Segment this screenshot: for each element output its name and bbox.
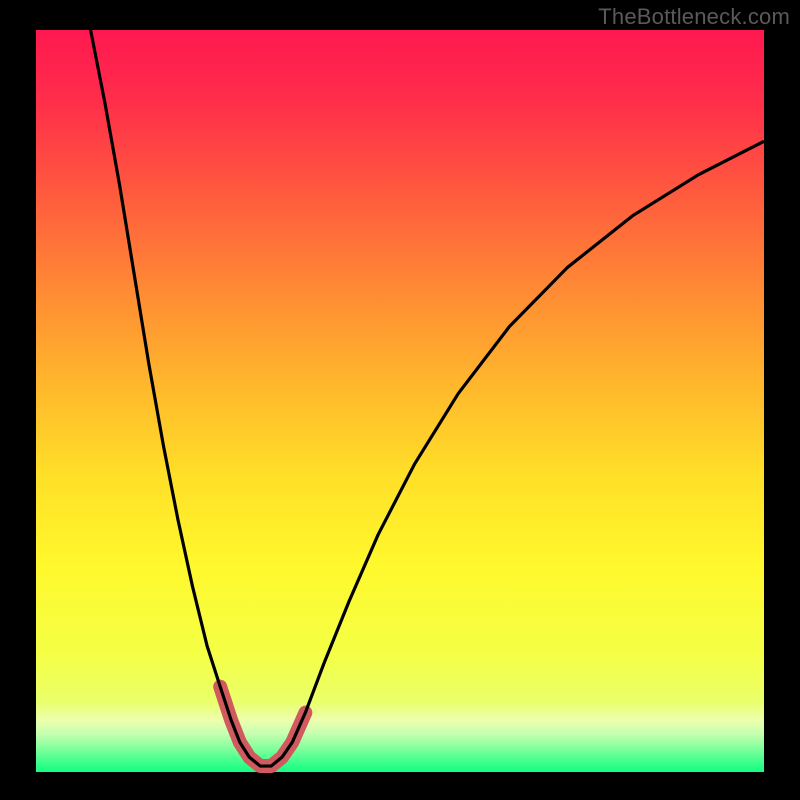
plot-background: [36, 30, 764, 772]
chart-svg: [0, 0, 800, 800]
chart-container: TheBottleneck.com: [0, 0, 800, 800]
watermark-text: TheBottleneck.com: [598, 4, 790, 30]
